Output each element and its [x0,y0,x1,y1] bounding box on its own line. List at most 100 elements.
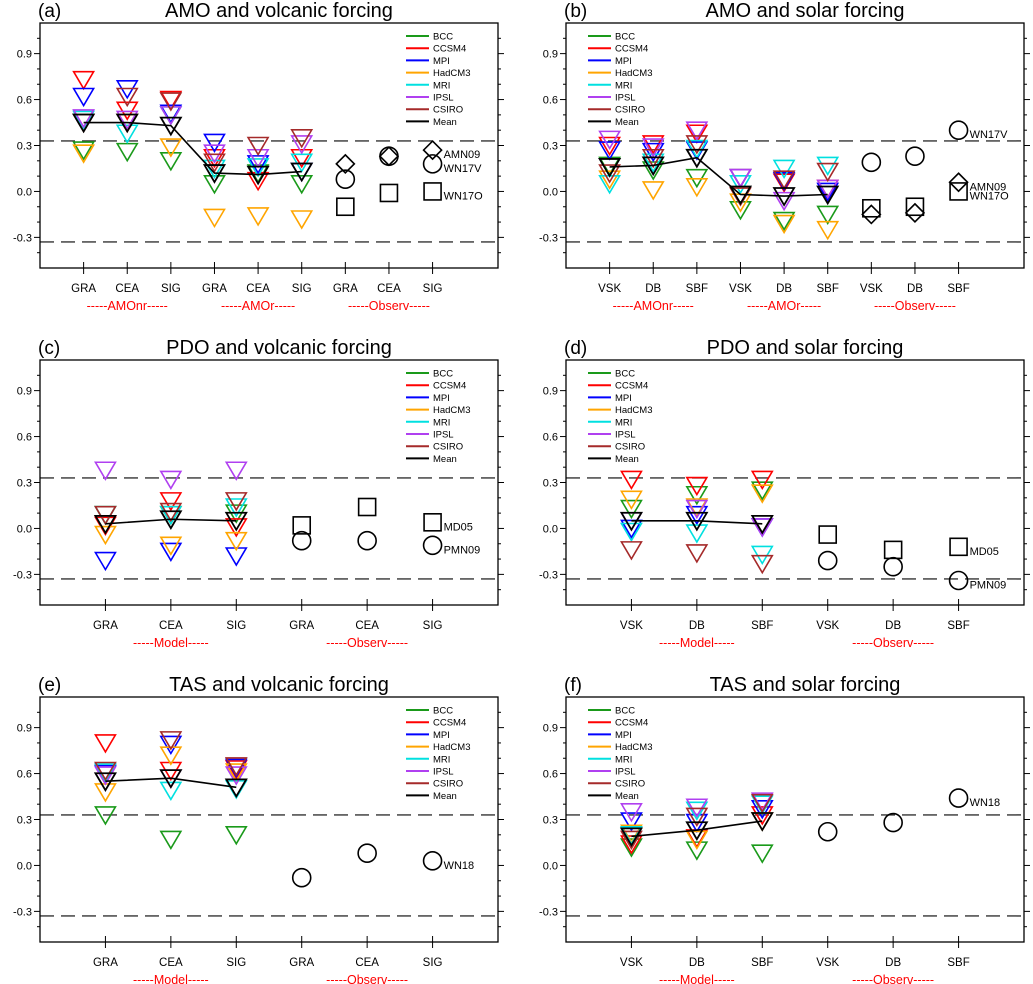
marker-ipsl [641,138,665,158]
obs-marker-circle [905,146,925,167]
x-tick-label: SBF [817,283,839,295]
group-label: -----AMOnr----- [613,299,694,313]
marker-mri [816,156,840,176]
marker-hadcm3 [159,536,183,556]
group-label: -----Model----- [659,973,735,984]
panel-b: (b) AMO and solar forcing -0.3 0.0 0.3 0.6 0.9… [539,0,1030,313]
y-tick-label: 0.6 [17,95,32,107]
obs-marker-diamond [335,153,356,175]
marker-mpi [816,182,840,203]
obs-marker-square [379,183,399,203]
marker-bcc [159,830,183,850]
obs-label: AMN09 [444,149,481,161]
marker-mean [772,187,796,207]
obs-marker-circle [357,530,377,551]
obs-marker-circle [422,851,443,871]
obs-marker-circle [379,146,399,167]
legend-label: IPSL [433,93,454,104]
legend-label: BCC [433,706,453,717]
y-tick-label: 0.0 [543,860,558,872]
marker-ccsm4 [750,470,774,491]
marker-bcc [159,152,183,172]
marker-ipsl [750,518,774,538]
marker-csiro [620,541,643,561]
legend-label: MRI [433,754,450,765]
marker-ccsm4 [290,148,314,169]
obs-label: MD05 [970,546,999,558]
marker-mean [224,511,248,532]
legend-label: CSIRO [433,105,463,116]
marker-hadcm3 [94,525,117,546]
marker-ipsl [224,766,248,786]
legend-label: HadCM3 [615,742,653,753]
x-tick-label: GRA [289,620,314,632]
marker-ipsl [685,499,709,520]
marker-ccsm4 [641,135,665,155]
marker-csiro [246,136,270,157]
marker-mri [685,524,709,544]
legend-label: HadCM3 [615,68,653,79]
x-tick-label: CEA [355,957,379,969]
legend-label: Mean [433,791,457,802]
x-tick-label: CEA [159,957,183,969]
marker-bcc [620,499,643,520]
marker-hadcm3 [816,220,840,241]
x-tick-label: VSK [816,620,839,632]
panel-title: TAS and solar forcing [710,674,901,696]
x-tick-label: SIG [161,283,181,295]
y-tick-label: -0.3 [13,232,32,244]
group-label: -----Observ----- [326,636,408,650]
marker-bcc [620,838,643,858]
marker-mean [685,821,709,841]
marker-mpi [620,812,643,832]
marker-csiro [290,129,314,149]
group-label: -----Observ----- [348,299,430,313]
marker-ccsm4 [203,148,226,169]
x-tick-label: SIG [423,957,443,969]
marker-ccsm4 [598,136,622,157]
x-tick-label: GRA [93,957,118,969]
legend-label: CCSM4 [615,381,648,392]
x-tick-label: GRA [93,620,118,632]
legend-label: Mean [615,791,639,802]
marker-mean [685,148,709,169]
x-tick-label: SIG [292,283,312,295]
marker-ccsm4 [729,168,752,189]
marker-ccsm4 [685,476,709,497]
obs-label: WN18 [970,797,1001,809]
marker-mean [246,165,270,186]
marker-ipsl [159,470,183,491]
y-tick-label: 0.9 [17,723,32,735]
marker-csiro [772,170,796,190]
obs-marker-circle [335,169,356,189]
marker-mean [816,185,840,206]
panel-label: (d) [564,338,587,359]
legend-label: CCSM4 [433,44,466,55]
marker-ipsl [729,168,752,189]
group-label: -----Model----- [133,973,209,984]
legend-label: MRI [615,80,632,91]
plot-frame [39,696,499,943]
obs-marker-circle [948,788,969,808]
x-tick-label: SBF [947,957,969,969]
legend-label: MPI [433,56,450,67]
marker-csiro [685,807,709,828]
y-tick-label: 0.3 [17,815,32,827]
marker-csiro [224,757,248,777]
marker-bcc [816,205,840,225]
legend-label: IPSL [615,767,636,778]
panel-d: (d) PDO and solar forcing -0.3 0.0 0.3 0.6 0.9… [539,337,1030,650]
x-tick-label: VSK [620,620,643,632]
group-label: -----AMOr----- [221,299,295,313]
legend-label: Mean [615,454,639,465]
x-tick-label: CEA [355,620,379,632]
obs-label: PMN09 [444,544,481,556]
obs-marker-square [905,197,925,217]
marker-bcc [750,481,774,501]
marker-ipsl [159,106,183,126]
panel-title: AMO and solar forcing [706,0,905,22]
obs-marker-diamond [861,204,882,225]
legend-label: HadCM3 [433,68,471,79]
x-tick-label: CEA [246,283,270,295]
